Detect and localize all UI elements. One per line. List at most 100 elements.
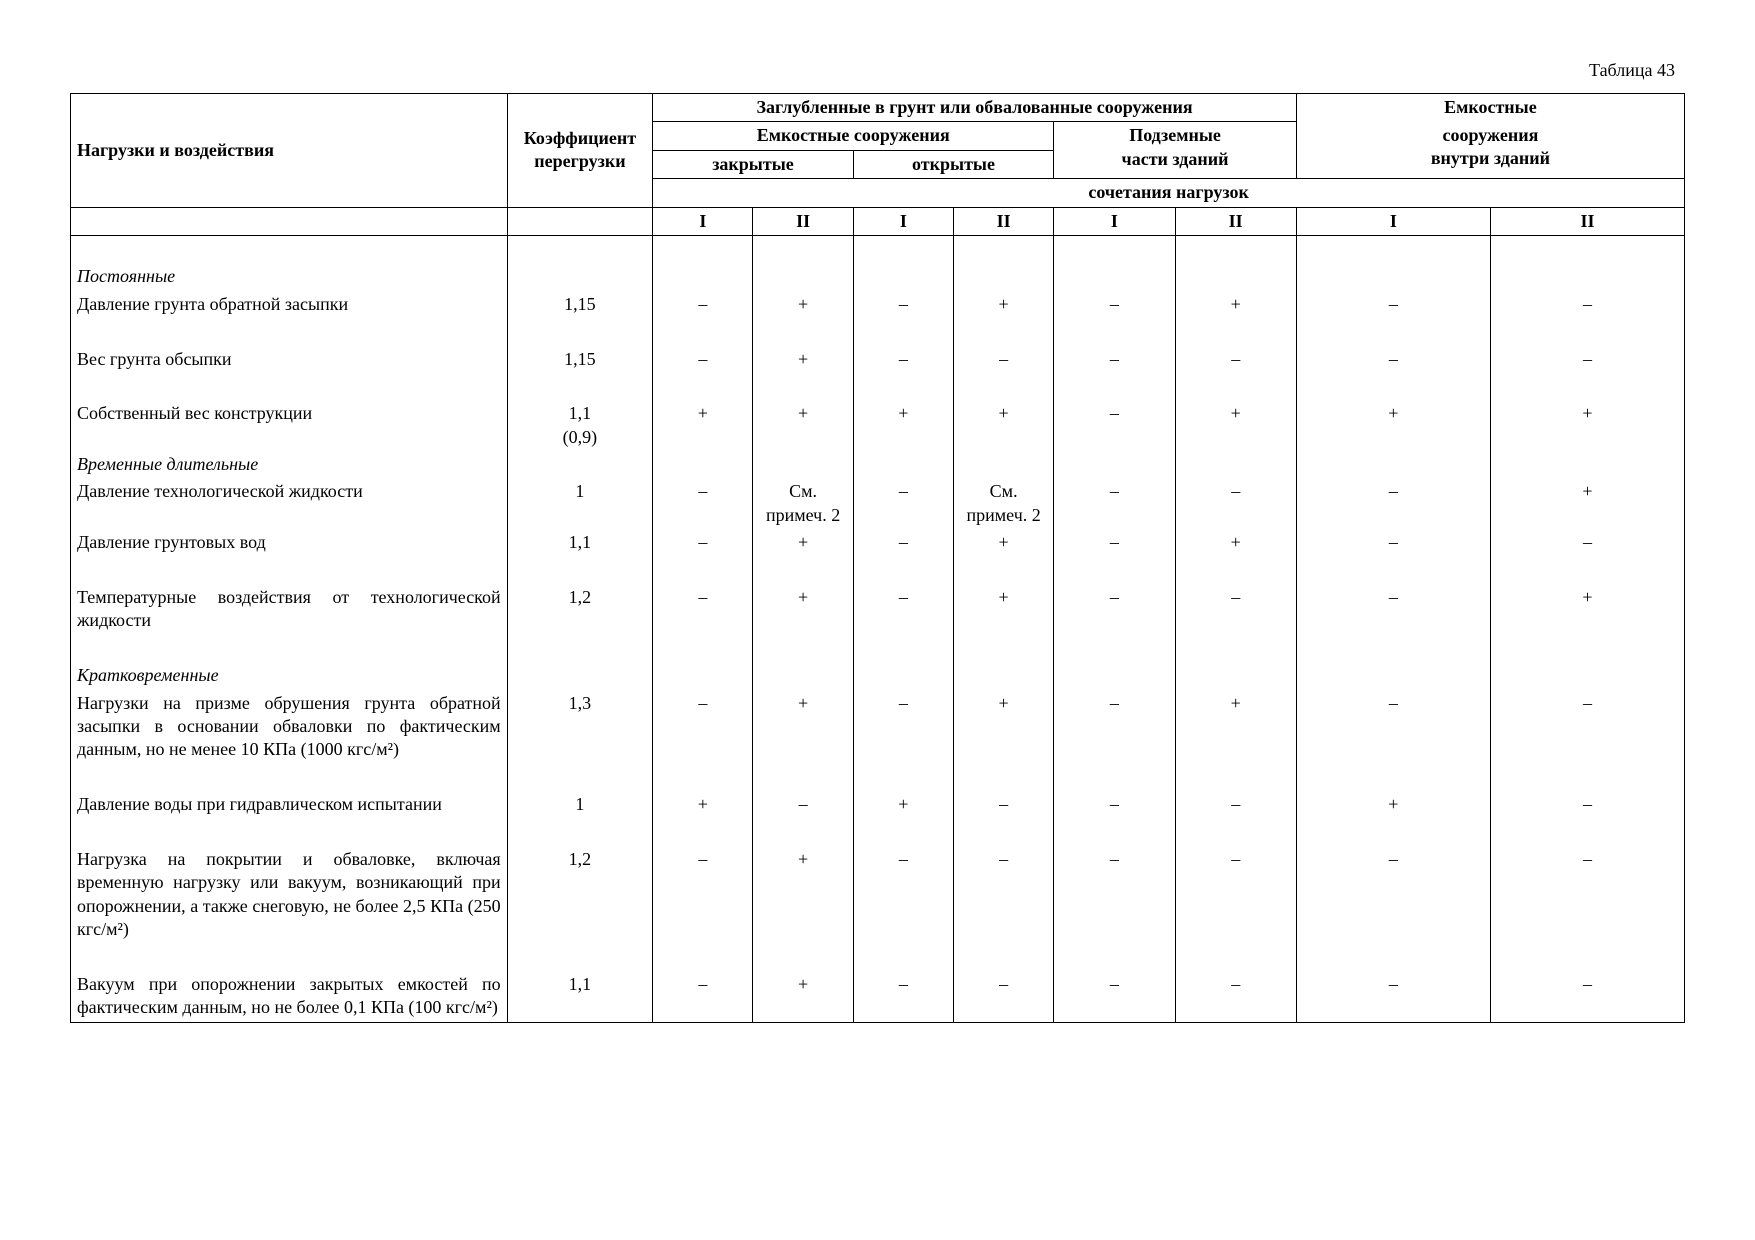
row-cell: –	[1175, 478, 1296, 529]
row-coef: 1,3	[507, 690, 653, 764]
row-name: Нагрузка на покрытии и обваловке, включа…	[71, 846, 508, 944]
hdr-combos: сочетания нагрузок	[653, 179, 1685, 207]
hdr-open: открытые	[853, 150, 1054, 178]
row-cell: –	[753, 791, 853, 818]
row-cell: –	[853, 478, 953, 529]
hdr-II2: II	[954, 207, 1054, 235]
row-cell: –	[653, 529, 753, 556]
row-cell: –	[1054, 584, 1175, 635]
row-cell: –	[1296, 971, 1490, 1022]
row-cell: –	[1054, 478, 1175, 529]
row-cell: –	[1054, 791, 1175, 818]
row-cell: –	[1054, 846, 1175, 944]
row-cell: +	[653, 400, 753, 451]
row-cell: См.примеч. 2	[753, 478, 853, 529]
row-cell: +	[753, 291, 853, 318]
row-cell: –	[853, 346, 953, 373]
row-name: Давление грунта обратной засыпки	[71, 291, 508, 318]
row-cell: +	[753, 690, 853, 764]
row-cell: –	[1296, 478, 1490, 529]
row-coef: 1,15	[507, 291, 653, 318]
row-cell: +	[1175, 690, 1296, 764]
row-coef: 1,15	[507, 346, 653, 373]
row-cell: –	[653, 478, 753, 529]
row-cell: –	[1175, 791, 1296, 818]
row-coef: 1,2	[507, 584, 653, 635]
row-cell: –	[653, 291, 753, 318]
row-cell: –	[853, 971, 953, 1022]
table-body: ПостоянныеДавление грунта обратной засып…	[71, 235, 1685, 1022]
row-cell: +	[753, 846, 853, 944]
row-cell: +	[753, 400, 853, 451]
section-header: Постоянные	[71, 263, 508, 290]
row-cell: +	[954, 584, 1054, 635]
row-cell: –	[1296, 846, 1490, 944]
row-cell: См.примеч. 2	[954, 478, 1054, 529]
row-name: Давление воды при гидравлическом испытан…	[71, 791, 508, 818]
row-coef: 1	[507, 478, 653, 529]
hdr-g2-23: сооружения внутри зданий	[1296, 122, 1684, 179]
row-cell: –	[853, 584, 953, 635]
row-cell: +	[954, 690, 1054, 764]
row-coef: 1,1	[507, 971, 653, 1022]
hdr-group2-1: Емкостные	[1296, 94, 1684, 122]
row-cell: +	[1175, 529, 1296, 556]
row-cell: +	[753, 346, 853, 373]
row-cell: +	[954, 529, 1054, 556]
row-cell: –	[954, 346, 1054, 373]
row-cell: –	[954, 846, 1054, 944]
row-cell: +	[753, 529, 853, 556]
row-cell: –	[653, 584, 753, 635]
row-cell: –	[1490, 291, 1684, 318]
row-name: Вакуум при опорожнении закрытых емкостей…	[71, 971, 508, 1022]
row-cell: –	[853, 846, 953, 944]
row-cell: –	[1175, 346, 1296, 373]
row-cell: –	[1296, 346, 1490, 373]
table-caption: Таблица 43	[70, 60, 1675, 81]
row-cell: +	[753, 971, 853, 1022]
row-cell: +	[653, 791, 753, 818]
row-cell: –	[1490, 791, 1684, 818]
hdr-II4: II	[1490, 207, 1684, 235]
row-cell: +	[1490, 478, 1684, 529]
row-cell: –	[1054, 971, 1175, 1022]
row-name: Температурные воздействия от технологиче…	[71, 584, 508, 635]
row-cell: +	[1175, 291, 1296, 318]
row-cell: +	[1296, 400, 1490, 451]
row-cell: +	[853, 400, 953, 451]
hdr-I4: I	[1296, 207, 1490, 235]
row-cell: –	[1296, 584, 1490, 635]
row-coef: 1	[507, 791, 653, 818]
row-cell: –	[853, 291, 953, 318]
row-cell: +	[1490, 400, 1684, 451]
row-cell: –	[653, 346, 753, 373]
hdr-g1-2: Подземные части зданий	[1054, 122, 1297, 179]
row-cell: –	[653, 846, 753, 944]
row-cell: –	[1490, 846, 1684, 944]
row-name: Давление грунтовых вод	[71, 529, 508, 556]
row-coef: 1,1	[507, 529, 653, 556]
hdr-group1: Заглубленные в грунт или обвалованные со…	[653, 94, 1297, 122]
row-cell: +	[753, 584, 853, 635]
row-cell: –	[853, 529, 953, 556]
row-cell: –	[954, 791, 1054, 818]
row-cell: –	[653, 690, 753, 764]
row-cell: –	[1296, 291, 1490, 318]
row-cell: –	[1054, 400, 1175, 451]
row-coef: 1,1(0,9)	[507, 400, 653, 451]
row-cell: –	[1296, 529, 1490, 556]
row-cell: –	[1054, 291, 1175, 318]
table-header: Нагрузки и воздействия Коэффициент перег…	[71, 94, 1685, 236]
row-coef: 1,2	[507, 846, 653, 944]
hdr-I1: I	[653, 207, 753, 235]
row-cell: –	[1490, 529, 1684, 556]
hdr-closed: закрытые	[653, 150, 854, 178]
row-cell: –	[1054, 690, 1175, 764]
row-cell: –	[1175, 584, 1296, 635]
row-cell: –	[1054, 529, 1175, 556]
row-cell: +	[1296, 791, 1490, 818]
row-name: Нагрузки на призме обрушения грунта обра…	[71, 690, 508, 764]
row-cell: +	[954, 400, 1054, 451]
row-cell: +	[1175, 400, 1296, 451]
row-cell: –	[1296, 690, 1490, 764]
